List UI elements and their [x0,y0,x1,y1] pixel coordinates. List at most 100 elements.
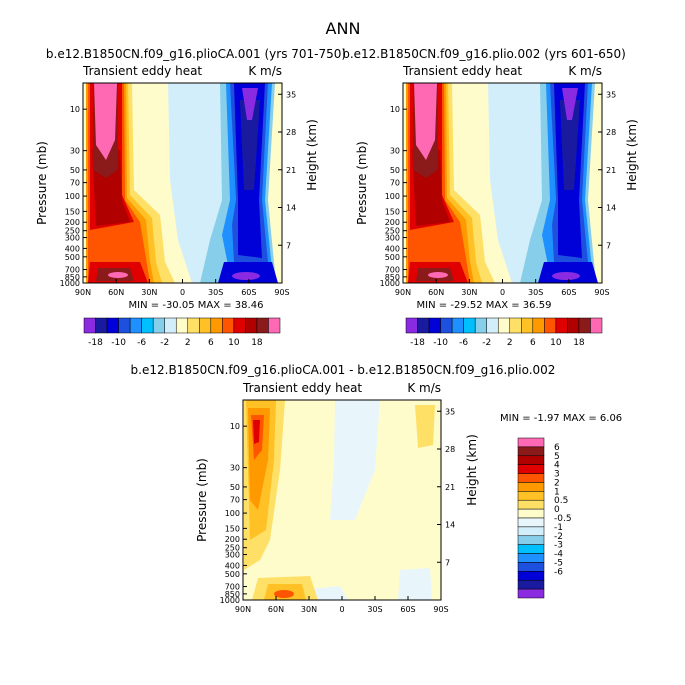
panel-2-colorbar-swatch [417,317,430,334]
panel-3-xtick-label: 60N [268,605,284,614]
panel-3-ytick-label: 400 [225,561,240,570]
panel-2-ytick-label: 150 [385,207,400,216]
panel-3-xtick-label: 60S [400,605,415,614]
panel-2-colorbar-swatch [555,317,568,334]
panel-3-contour-pos-6 [415,405,435,448]
panel-1-xtick-label: 90N [75,288,91,297]
panel-2-colorbar-swatch [578,317,591,334]
panel-1-ytick-label: 1000 [60,279,80,288]
panel-3-colorbar-label: -2 [554,532,563,542]
panel-2-y2label: Height (km) [625,119,639,190]
panel-1-xtick-label: 60N [108,288,124,297]
panel-1-contour-neg-5 [240,100,260,190]
panel-1-colorbar-swatch [141,317,154,334]
panel-2-colorbar-label: 18 [573,338,585,348]
panel-3-colorbar-swatch [517,526,545,537]
panel-3-ytick-label: 850 [225,590,240,599]
panel-3-colorbar-swatch [517,562,545,572]
panel-1-left-label: Transient eddy heat [82,64,202,78]
panel-1-contour-neg-6 [242,88,258,120]
panel-3-y2tick-label: 35 [445,407,455,416]
panel-1-colorbar-swatch [106,317,119,334]
panel-2-colorbar-label: 10 [550,338,562,348]
panel-3-ytick-label: 250 [225,544,240,553]
panel-2-ytick-label: 10 [390,105,400,114]
panel-2-left-label: Transient eddy heat [402,64,522,78]
panel-1-right-label: K m/s [248,64,282,78]
panel-1-ytick-label: 10 [70,105,80,114]
panel-3-right-label: K m/s [407,381,441,395]
panel-2-colorbar-swatch [474,317,487,334]
panel-2: b.e12.B1850CN.f09_g16.plio.002 (yrs 601-… [342,47,639,311]
panel-1-xtick-label: 30S [208,288,223,297]
panel-1-colorbar-label: -18 [88,338,103,348]
panel-1-ytick-label: 300 [65,234,80,243]
panel-2-y2tick-label: 35 [606,90,616,99]
panel-2-colorbar-label: 6 [530,338,536,348]
panel-1-colorbar-label: 2 [185,338,191,348]
panel-1-ytick-label: 850 [65,273,80,282]
panel-2-ytick-label: 300 [385,234,400,243]
panel-3-contour-pos-low-3 [274,590,294,598]
panel-2-title: b.e12.B1850CN.f09_g16.plio.002 (yrs 601-… [342,47,626,61]
panel-2-xtick-label: 60N [428,288,444,297]
panel-3-ytick-label: 100 [225,509,240,518]
panel-2-colorbar-swatch [405,317,418,334]
panel-3: b.e12.B1850CN.f09_g16.plioCA.001 - b.e12… [131,363,622,601]
panel-2-contour-neg-6 [562,88,578,120]
panel-1-colorbar-swatch [164,317,177,334]
panel-1-colorbar-label: 10 [228,338,240,348]
panel-1-title: b.e12.B1850CN.f09_g16.plioCA.001 (yrs 70… [46,47,346,61]
panel-3-colorbar-swatch [517,588,545,599]
panel-3-colorbar-label: 2 [554,478,560,488]
panel-3-colorbar-label: 1 [554,487,560,497]
panel-3-colorbar-swatch [517,553,545,563]
panel-1-colorbar-swatch [268,317,281,334]
panel-1-colorbar-swatch [245,317,258,334]
panel-3-ytick-label: 1000 [220,596,240,605]
panel-3-ytick-label: 300 [225,551,240,560]
panel-3-colorbar-label: -6 [554,567,563,577]
panel-2-colorbar-label: -10 [433,338,448,348]
panel-2-xtick-label: 90N [395,288,411,297]
panel-1-stats: MIN = -30.05 MAX = 38.46 [129,300,264,311]
panel-1-contour-pos-low-3 [108,272,128,278]
panel-1-ytick-label: 50 [70,166,80,175]
panel-3-stats: MIN = -1.97 MAX = 6.06 [500,413,622,424]
panel-2-ytick-label: 700 [385,266,400,275]
panel-2-colorbar-swatch [567,317,580,334]
panel-1-xtick-label: 60S [241,288,256,297]
panel-3-xtick-label: 30N [301,605,317,614]
panel-1-y2tick-label: 21 [286,166,296,175]
panel-1-colorbar-swatch [152,317,165,334]
panel-2-xtick-label: 30N [461,288,477,297]
panel-3-colorbar-label: 4 [554,461,560,471]
panel-2-colorbar-swatch [451,317,464,334]
panel-2-xtick-label: 0 [500,288,505,297]
panel-3-left-label: Transient eddy heat [242,381,362,395]
panel-3-colorbar-swatch [517,508,545,519]
panel-1-ytick-label: 30 [70,147,80,156]
panel-1-y2tick-label: 28 [286,128,296,137]
panel-2-plot-area [402,82,603,284]
panel-1-y2label: Height (km) [305,119,319,190]
panel-3-y2tick-label: 7 [445,558,450,567]
panel-3-ytick-label: 200 [225,535,240,544]
panel-1-colorbar-swatch [118,317,131,334]
panel-1-colorbar-swatch [83,317,96,334]
panel-1: b.e12.B1850CN.f09_g16.plioCA.001 (yrs 70… [35,47,346,311]
panel-3-colorbar-label: 0.5 [554,496,568,506]
panel-1-colorbar-label: -6 [137,338,146,348]
panel-2-contour-pos-low-3 [428,272,448,278]
panel-3-colorbar-swatch [517,499,545,510]
panel-3-title: b.e12.B1850CN.f09_g16.plioCA.001 - b.e12… [131,363,556,377]
panel-3-ytick-label: 30 [230,464,240,473]
panel-2-contour-neg-5 [560,100,580,190]
panel-3-colorbar-label: 3 [554,470,560,480]
panel-2-ytick-label: 50 [390,166,400,175]
panel-2-colorbar-swatch [463,317,476,334]
panel-1-contour-neg-low-2 [232,272,260,280]
panel-3-y2tick-label: 14 [445,521,455,530]
panel-2-y2tick-label: 21 [606,166,616,175]
